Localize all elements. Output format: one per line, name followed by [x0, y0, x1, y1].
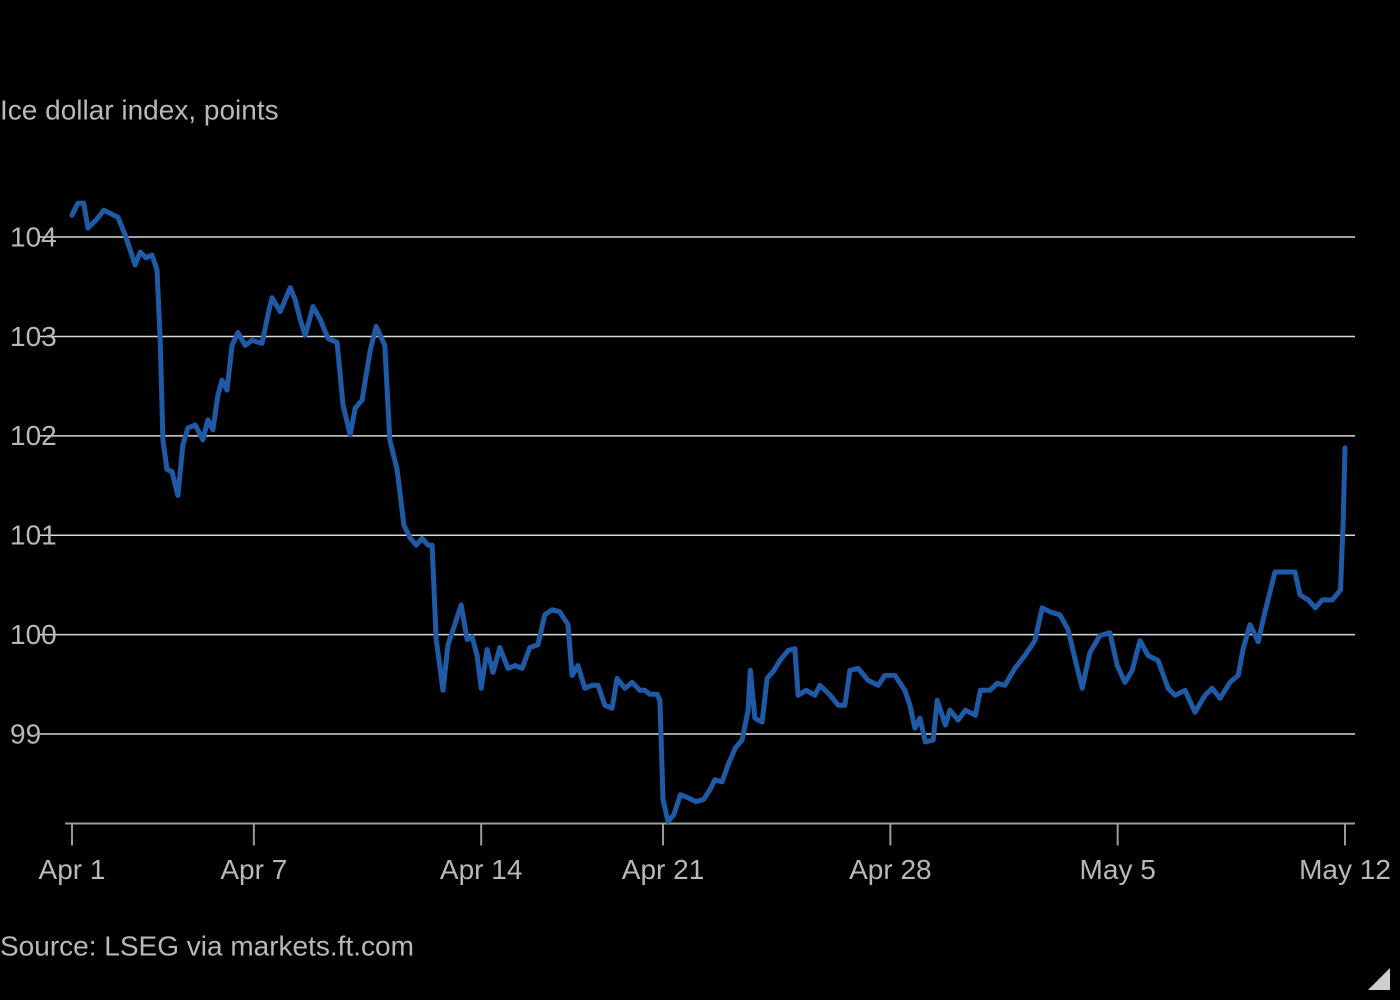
x-tick-label: Apr 21: [622, 854, 705, 885]
x-tick-label: Apr 14: [440, 854, 523, 885]
y-tick-label: 103: [10, 321, 57, 352]
corner-icon: [1368, 968, 1390, 990]
source-note: Source: LSEG via markets.ft.com: [0, 930, 414, 961]
x-tick-label: May 5: [1080, 854, 1156, 885]
x-tick-label: Apr 28: [849, 854, 932, 885]
x-tick-label: Apr 1: [39, 854, 106, 885]
x-tick-label: Apr 7: [220, 854, 287, 885]
chart-title: Ice dollar index, points: [0, 94, 279, 125]
y-tick-label: 101: [10, 520, 57, 551]
y-tick-label: 100: [10, 619, 57, 650]
y-tick-label: 99: [10, 718, 41, 749]
y-tick-label: 104: [10, 221, 57, 252]
x-tick-label: May 12: [1299, 854, 1391, 885]
y-tick-label: 102: [10, 420, 57, 451]
price-line: [69, 200, 1348, 824]
